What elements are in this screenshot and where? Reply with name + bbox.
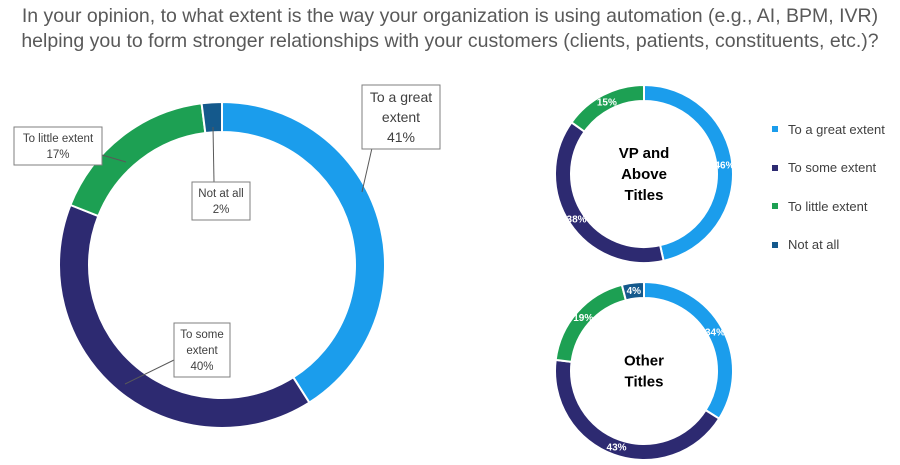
legend-swatch-little (772, 203, 778, 209)
legend-swatch-some (772, 164, 778, 171)
chart-title-line-2: helping you to form stronger relationshi… (21, 30, 879, 52)
slice-main-to-a-great-extent (221, 100, 386, 405)
legend-label-great: To a great extent (788, 121, 885, 137)
legend-item-some: To some extent (772, 157, 885, 179)
callout-text-to-little-extent-2: 17% (46, 149, 69, 161)
chart-title-line-1: In your opinion, to what extent is the w… (21, 5, 879, 27)
legend-swatch-none (772, 241, 778, 248)
callout-leader-not-at-all (212, 126, 215, 183)
center-label-vp-line-3: Titles (625, 187, 664, 204)
donut-main: To a great extent 41% To some extent 40% To li… (13, 84, 441, 429)
callout-text-to-a-great-extent-1: To a great (370, 89, 432, 105)
callout-box-not-at-all (191, 181, 251, 221)
callout-text-to-a-great-extent-2: extent (382, 109, 420, 125)
center-label-vp-line-2: Above (621, 166, 667, 183)
callout-text-to-some-extent-1: To some (180, 329, 223, 341)
callout-text-to-some-extent-2: extent (186, 345, 218, 357)
center-label-other-line-2: Titles (625, 374, 664, 391)
data-label-other-to-little-extent: 19% (573, 313, 593, 324)
callout-text-not-at-all-2: 2% (213, 204, 230, 216)
slice-main-to-some-extent (58, 203, 311, 429)
slice-main-not-at-all (200, 100, 223, 135)
callout-text-not-at-all-1: Not at all (198, 188, 243, 200)
data-label-vp-to-little-extent: 15% (597, 98, 617, 109)
callout-leader-to-some-extent (124, 359, 175, 385)
legend-label-some: To some extent (788, 160, 877, 175)
data-label-other-to-some-extent: 43% (607, 443, 627, 454)
callout-text-to-little-extent-1: To little extent (23, 133, 94, 145)
slice-other-to-a-great-extent (643, 280, 734, 421)
callout-leader-to-a-great-extent (361, 147, 373, 193)
center-label-vp-line-1: VP and (619, 145, 670, 162)
legend-label-none: Not at all (788, 237, 840, 252)
legend-label-little: To little extent (788, 198, 868, 214)
data-label-other-not-at-all: 4% (627, 286, 642, 297)
callout-text-to-a-great-extent-3: 41% (387, 129, 415, 145)
data-label-vp-to-some-extent: 38% (567, 214, 587, 225)
callout-box-to-little-extent (13, 126, 103, 166)
callout-text-to-some-extent-3: 40% (190, 361, 213, 373)
chart-title: In your opinion, to what extent is the w… (0, 4, 900, 54)
center-label-other-line-1: Other (624, 353, 664, 370)
callout-box-to-some-extent (173, 322, 231, 378)
legend-item-none: Not at all (772, 234, 885, 256)
legend: To a great extent To some extent To litt… (772, 118, 885, 272)
slice-vp-to-little-extent (570, 83, 645, 134)
legend-swatch-great (772, 126, 778, 132)
data-label-vp-to-a-great-extent: 46% (714, 161, 734, 172)
data-label-other-to-a-great-extent: 34% (705, 327, 725, 338)
callout-box-to-a-great-extent (361, 84, 441, 150)
legend-item-little: To little extent (772, 195, 885, 217)
slice-other-not-at-all (620, 280, 645, 302)
legend-item-great: To a great extent (772, 118, 885, 140)
donut-other: 34% 43% 19% 4% Other Titles (554, 280, 734, 461)
donut-vp: 46% 38% 15% VP and Above Titles (554, 83, 735, 264)
callout-leader-to-little-extent (101, 154, 127, 163)
